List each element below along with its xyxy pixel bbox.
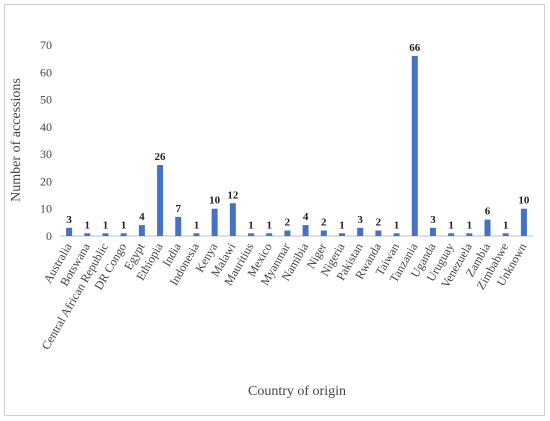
bar xyxy=(120,233,127,236)
data-label: 2 xyxy=(321,217,327,229)
bar xyxy=(66,227,73,236)
y-tick-label: 50 xyxy=(40,93,52,107)
data-label: 2 xyxy=(285,217,291,229)
bar xyxy=(484,219,491,236)
bar xyxy=(211,208,218,236)
bar xyxy=(338,233,345,236)
data-label: 3 xyxy=(430,214,436,226)
data-label: 1 xyxy=(394,219,400,231)
data-label: 1 xyxy=(248,219,254,231)
bar xyxy=(175,216,182,236)
chart-frame xyxy=(4,4,545,416)
data-label: 1 xyxy=(503,219,509,231)
y-tick-label: 20 xyxy=(40,174,52,188)
data-label: 1 xyxy=(103,219,109,231)
bar xyxy=(229,203,236,236)
data-label: 1 xyxy=(266,219,272,231)
data-label: 1 xyxy=(85,219,91,231)
bar xyxy=(157,165,164,236)
data-label: 1 xyxy=(121,219,127,231)
data-label: 2 xyxy=(376,217,382,229)
data-label: 7 xyxy=(176,203,182,215)
bar xyxy=(375,230,382,236)
data-label: 4 xyxy=(303,211,309,223)
y-tick-label: 10 xyxy=(40,202,52,216)
y-tick-label: 30 xyxy=(40,147,52,161)
bar xyxy=(320,230,327,236)
bar xyxy=(102,233,109,236)
data-label: 10 xyxy=(518,195,530,207)
y-axis-ticks: 0 10 20 30 40 50 60 70 xyxy=(40,38,52,243)
bar xyxy=(284,230,291,236)
y-axis-title: Number of accessions xyxy=(9,78,24,202)
data-label: 26 xyxy=(155,151,167,163)
bar xyxy=(266,233,273,236)
data-label: 3 xyxy=(357,214,363,226)
bar xyxy=(84,233,91,236)
bar xyxy=(429,227,436,236)
bar xyxy=(138,225,145,236)
bar xyxy=(466,233,473,236)
x-axis-title: Country of origin xyxy=(248,384,346,399)
bars xyxy=(66,55,527,236)
data-label: 10 xyxy=(209,195,221,207)
y-tick-label: 0 xyxy=(46,229,52,243)
data-label: 12 xyxy=(227,189,239,201)
data-label: 1 xyxy=(448,219,454,231)
bar xyxy=(502,233,509,236)
bar xyxy=(248,233,255,236)
data-label: 6 xyxy=(485,206,491,218)
data-label: 1 xyxy=(194,219,200,231)
data-label: 66 xyxy=(409,42,421,54)
bar xyxy=(357,227,364,236)
bar xyxy=(448,233,455,236)
bar xyxy=(302,225,309,236)
bar xyxy=(520,208,527,236)
data-label: 1 xyxy=(467,219,473,231)
data-label: 4 xyxy=(139,211,145,223)
bar xyxy=(393,233,400,236)
bar xyxy=(193,233,200,236)
bar xyxy=(411,55,418,236)
y-tick-label: 60 xyxy=(40,65,52,79)
y-tick-label: 40 xyxy=(40,120,52,134)
data-label: 1 xyxy=(339,219,345,231)
y-tick-label: 70 xyxy=(40,38,52,52)
data-label: 3 xyxy=(66,214,72,226)
